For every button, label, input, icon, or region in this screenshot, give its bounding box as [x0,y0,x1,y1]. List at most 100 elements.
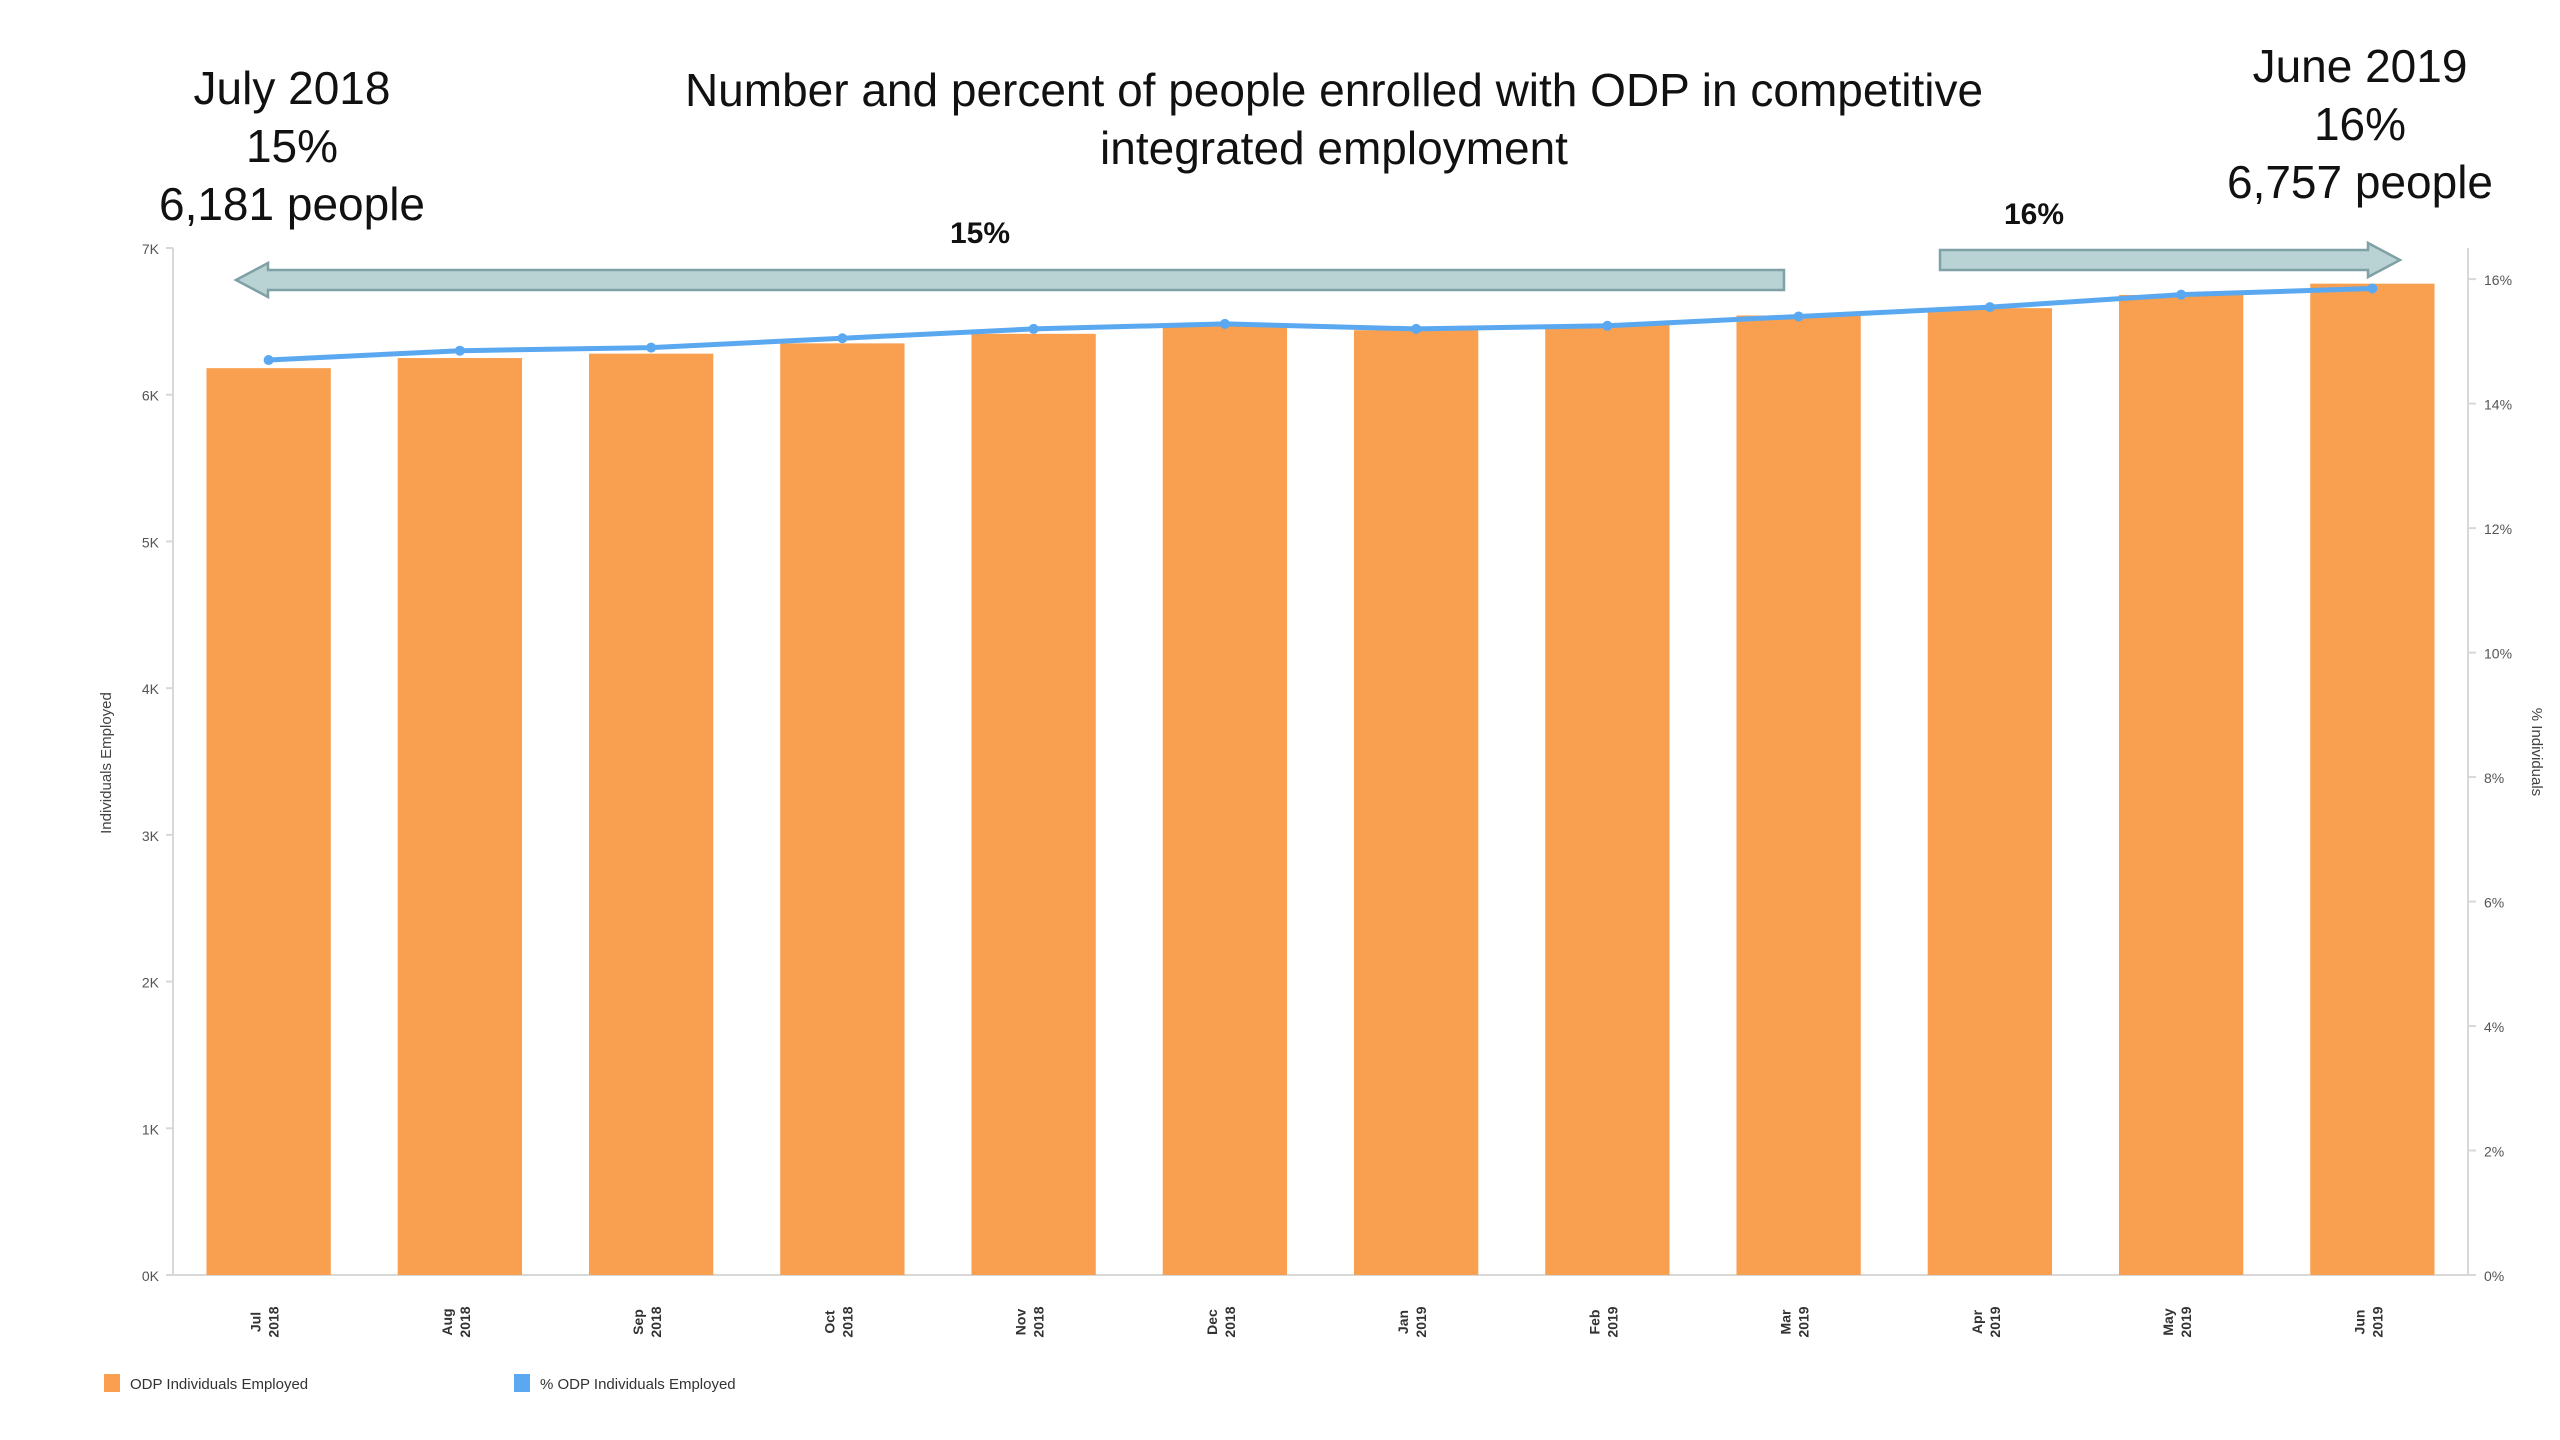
bars-layer [206,283,2435,1276]
x-tick-label-group: Mar 2019 [1778,1306,1812,1337]
x-tick-label-month: Apr [1969,1309,1985,1334]
bar-odp-individuals-employed [588,353,714,1275]
x-tick-label-month: May [2160,1308,2176,1335]
left-y-tick-label: 6K [142,388,160,404]
left-y-tick-label: 7K [142,241,160,257]
right-callout-people: 6,757 people [2227,156,2493,208]
left-y-tick-label: 5K [142,534,160,550]
right-y-axis-label: % Individuals [2528,708,2545,796]
x-tick-label-month: Jan [1395,1310,1411,1334]
left-y-axis-label: Individuals Employed [98,692,115,834]
x-tick-label-year: 2018 [648,1306,664,1337]
line-point-percent-odp-individuals-employed [454,345,465,356]
x-tick-label-month: Dec [1204,1309,1220,1335]
line-layer [263,283,2378,366]
arrow-right-period [1938,240,2403,280]
x-tick-label-year: 2018 [839,1306,855,1337]
x-tick-label-year: 2018 [266,1306,282,1337]
bar-odp-individuals-employed [397,358,523,1275]
bar-odp-individuals-employed [1353,330,1479,1275]
right-y-tick-label: 8% [2484,770,2504,786]
right-y-tick-label: 2% [2484,1144,2504,1160]
x-tick-label-year: 2018 [1222,1306,1238,1337]
x-tick-label-group: Sep 2018 [630,1306,664,1337]
line-point-percent-odp-individuals-employed [1793,311,1804,322]
line-point-percent-odp-individuals-employed [1028,323,1039,334]
axis-layer [166,247,2476,1276]
legend-swatch-line [514,1374,530,1392]
line-point-percent-odp-individuals-employed [1411,323,1422,334]
x-tick-label-year: 2019 [2369,1306,2385,1337]
right-y-tick-label: 14% [2484,397,2512,413]
right-callout-percent: 16% [2314,98,2406,150]
bar-odp-individuals-employed [1545,325,1670,1275]
x-tick-label-month: Nov [1013,1309,1029,1336]
x-tick-label-group: Jun 2019 [2351,1306,2385,1337]
x-tick-label-group: Jul 2018 [248,1306,282,1337]
left-y-tick-label: 4K [142,681,160,697]
x-tick-label-month: Sep [630,1309,646,1335]
left-callout-date: July 2018 [194,62,391,114]
left-y-tick-label: 2K [142,975,160,991]
chart-title-line-2: integrated employment [1100,122,1568,174]
left-callout-percent: 15% [246,120,338,172]
x-tick-label-group: Oct 2018 [821,1306,855,1337]
legend-label-line: % ODP Individuals Employed [540,1376,736,1393]
line-point-percent-odp-individuals-employed [1984,302,1995,313]
left-callout-people: 6,181 people [159,178,425,230]
line-point-percent-odp-individuals-employed [2176,289,2187,300]
right-y-tick-label: 10% [2484,646,2512,662]
right-y-tick-label: 6% [2484,895,2504,911]
arrow-label-left: 15% [950,217,1010,250]
bar-odp-individuals-employed [2118,294,2244,1275]
x-tick-label-year: 2018 [457,1306,473,1337]
x-tick-label-group: Apr 2019 [1969,1306,2003,1337]
chart-title-line-1: Number and percent of people enrolled wi… [685,64,1983,116]
line-point-percent-odp-individuals-employed [263,355,274,366]
x-tick-label-month: Jul [248,1312,264,1332]
line-point-percent-odp-individuals-employed [646,342,657,353]
right-y-tick-label: 0% [2484,1268,2504,1284]
x-tick-label-month: Feb [1586,1310,1602,1335]
x-tick-label-group: Aug 2018 [439,1306,473,1337]
arrows-layer [233,240,2403,300]
x-tick-label-month: Mar [1778,1309,1794,1334]
right-callout-date: June 2019 [2253,40,2468,92]
arrow-label-right: 16% [2004,198,2064,231]
x-tick-label-year: 2019 [1604,1306,1620,1337]
bar-odp-individuals-employed [1162,326,1288,1275]
x-tick-label-group: Feb 2019 [1586,1306,1620,1337]
x-tick-label-year: 2018 [1031,1306,1047,1337]
x-tick-label-group: Dec 2018 [1204,1306,1238,1337]
left-y-tick-label: 3K [142,828,160,844]
x-tick-label-year: 2019 [1413,1306,1429,1337]
right-y-tick-label: 4% [2484,1019,2504,1035]
line-point-percent-odp-individuals-employed [1219,318,1230,329]
legend-swatch-bars [104,1374,120,1392]
bar-odp-individuals-employed [2310,283,2435,1275]
bar-odp-individuals-employed [971,333,1096,1275]
x-tick-label-group: Jan 2019 [1395,1306,1429,1337]
bar-odp-individuals-employed [780,343,905,1276]
x-tick-label-month: Aug [439,1308,455,1335]
right-y-tick-label: 16% [2484,272,2512,288]
x-tick-label-year: 2019 [1987,1306,2003,1337]
x-tick-label-month: Jun [2351,1310,2367,1335]
line-point-percent-odp-individuals-employed [837,333,848,344]
line-point-percent-odp-individuals-employed [1602,320,1613,331]
bar-odp-individuals-employed [206,368,331,1275]
left-y-tick-label: 0K [142,1268,160,1284]
x-tick-label-group: Nov 2018 [1013,1306,1047,1337]
x-tick-label-year: 2019 [2178,1306,2194,1337]
x-tick-label-year: 2019 [1796,1306,1812,1337]
x-tick-label-group: May 2019 [2160,1306,2194,1337]
text-layer: 0K 1K 2K 3K 4K 5K 6K 7K 0% 2% 4% 6% 8% 10% 12% 14% 16% Ju… [98,40,2545,1393]
bar-odp-individuals-employed [1736,315,1861,1275]
right-y-tick-label: 12% [2484,521,2512,537]
line-point-percent-odp-individuals-employed [2367,283,2378,294]
bar-odp-individuals-employed [1927,308,2053,1276]
line-percent-odp-individuals-employed [266,285,2375,363]
x-tick-label-month: Oct [821,1310,837,1334]
